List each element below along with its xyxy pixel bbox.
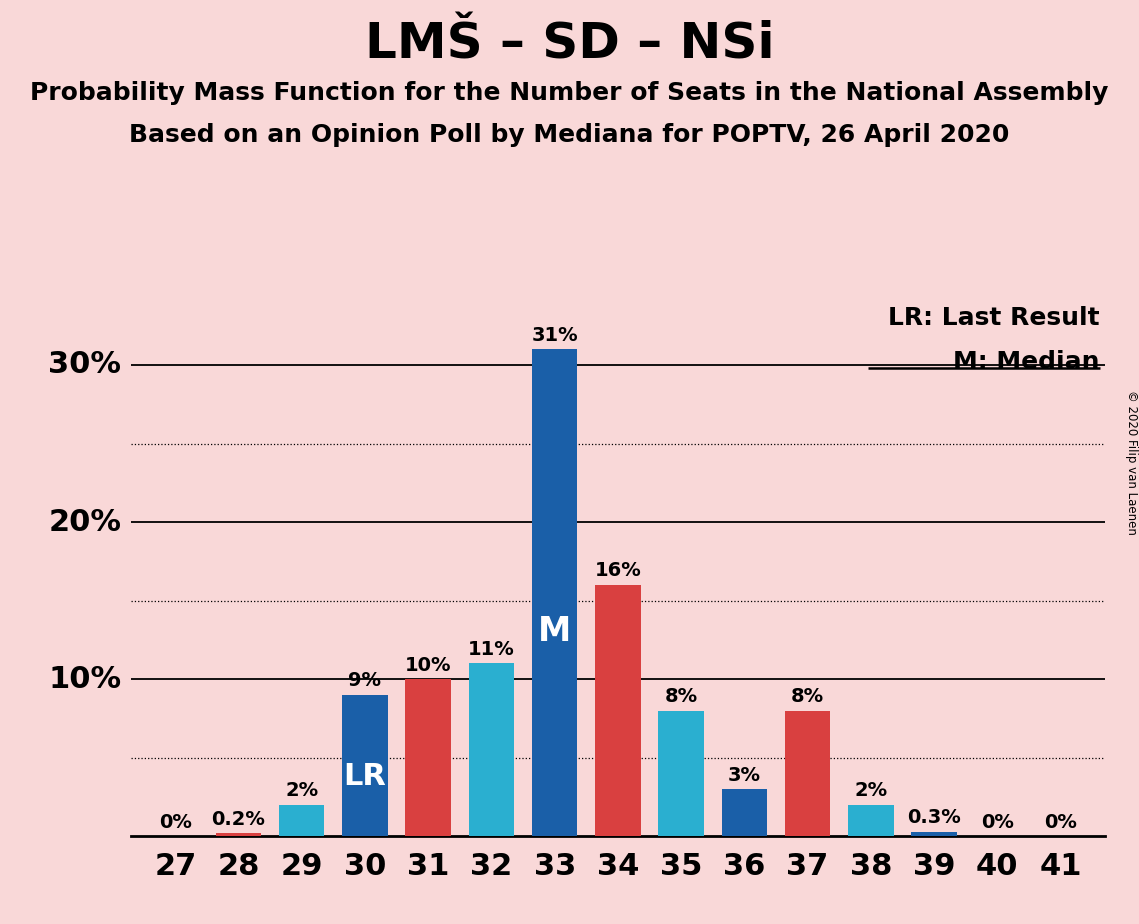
Text: 2%: 2% (285, 782, 318, 800)
Text: 8%: 8% (664, 687, 698, 706)
Text: 10%: 10% (405, 656, 451, 675)
Bar (911, 832, 957, 836)
Bar (405, 679, 451, 836)
Text: 10%: 10% (48, 664, 121, 694)
Text: © 2020 Filip van Laenen: © 2020 Filip van Laenen (1124, 390, 1138, 534)
Bar (849, 805, 894, 836)
Bar (215, 833, 261, 836)
Text: Based on an Opinion Poll by Mediana for POPTV, 26 April 2020: Based on an Opinion Poll by Mediana for … (130, 123, 1009, 147)
Bar (658, 711, 704, 836)
Text: 0.2%: 0.2% (212, 809, 265, 829)
Text: 20%: 20% (48, 507, 121, 537)
Text: 2%: 2% (854, 782, 887, 800)
Text: M: Median: M: Median (953, 349, 1100, 373)
Bar (342, 695, 387, 836)
Text: Probability Mass Function for the Number of Seats in the National Assembly: Probability Mass Function for the Number… (31, 81, 1108, 105)
Text: 9%: 9% (349, 672, 382, 690)
Text: LMŠ – SD – NSi: LMŠ – SD – NSi (364, 20, 775, 68)
Text: 3%: 3% (728, 766, 761, 784)
Text: 31%: 31% (532, 326, 577, 345)
Bar (468, 663, 514, 836)
Text: M: M (538, 615, 572, 649)
Text: 0%: 0% (1044, 813, 1077, 832)
Text: 16%: 16% (595, 562, 641, 580)
Text: 0%: 0% (981, 813, 1014, 832)
Text: 0.3%: 0.3% (908, 808, 961, 827)
Bar (722, 789, 768, 836)
Text: LR: LR (344, 762, 386, 791)
Bar (785, 711, 830, 836)
Text: 0%: 0% (158, 813, 191, 832)
Text: 11%: 11% (468, 640, 515, 659)
Text: 8%: 8% (792, 687, 825, 706)
Bar (279, 805, 325, 836)
Bar (532, 349, 577, 836)
Bar (596, 585, 640, 836)
Text: 30%: 30% (48, 350, 121, 380)
Text: LR: Last Result: LR: Last Result (888, 306, 1100, 330)
